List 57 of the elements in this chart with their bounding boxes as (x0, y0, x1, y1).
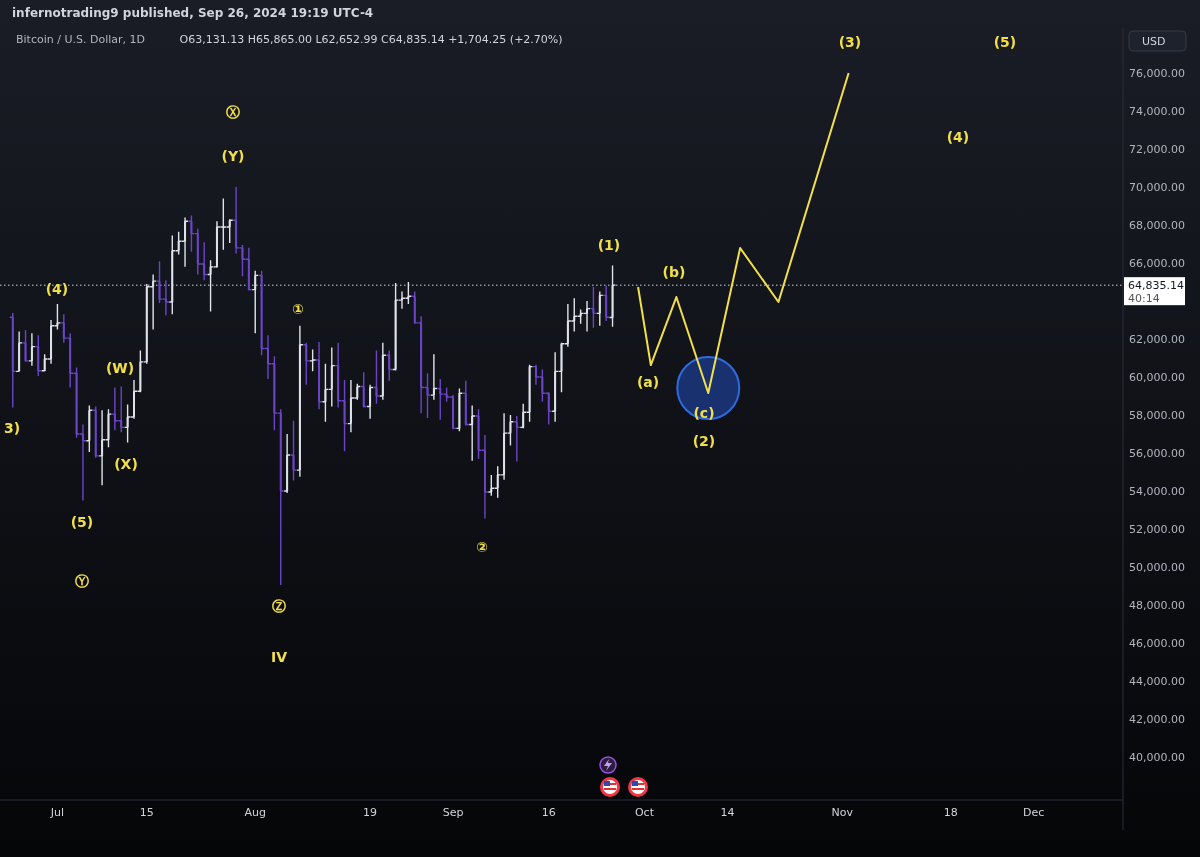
y-tick-label: 42,000.00 (1129, 712, 1185, 726)
y-tick-label: 56,000.00 (1129, 446, 1185, 460)
annotation: (5) (993, 33, 1017, 50)
y-tick-label: 46,000.00 (1129, 636, 1185, 650)
line-series (637, 72, 850, 394)
annotation: ② (476, 538, 488, 555)
annotation: Ⓧ (226, 103, 240, 120)
annotation: (4) (946, 128, 970, 145)
text: Bitcoin / U.S. Dollar, 1D (16, 33, 145, 46)
annotation: (W) (105, 359, 135, 376)
annotation: (Y) (221, 147, 245, 164)
y-tick-label: 66,000.00 (1129, 256, 1185, 270)
y-tick-label: 40,000.00 (1129, 750, 1185, 764)
text: O63,131.13 H65,865.00 L62,652.99 C64,835.14 +1,704.25 (+2.70%) (179, 33, 563, 46)
annotation: Ⓨ (75, 572, 89, 589)
candlestick (452, 394, 455, 430)
y-tick-label: 48,000.00 (1129, 598, 1185, 612)
annotation: (X) (114, 455, 138, 472)
annotation: Ⓩ (272, 597, 286, 614)
x-tick-label: 16 (541, 806, 556, 819)
annotation: (b) (662, 263, 686, 280)
y-tick-label: 76,000.00 (1129, 66, 1185, 80)
annotation: ① (292, 300, 304, 317)
x-tick-label: 18 (943, 806, 958, 819)
annotation: (2) (692, 432, 716, 449)
text: 40:14 (1128, 292, 1160, 306)
x-tick-label: 14 (720, 806, 735, 819)
y-tick-label: 52,000.00 (1129, 522, 1185, 536)
x-tick-label: Oct (634, 806, 655, 819)
annotation: IV (270, 648, 288, 665)
ref-line-label: 64,835.14 (1128, 279, 1184, 293)
y-tick-label: 54,000.00 (1129, 484, 1185, 498)
text: infernotrading9 published, Sep 26, 2024 19:19 UTC-4 (12, 6, 374, 20)
y-tick-label: 58,000.00 (1129, 408, 1185, 422)
y-tick-label: 44,000.00 (1129, 674, 1185, 688)
annotation: (3) (838, 33, 862, 50)
y-tick-label: 50,000.00 (1129, 560, 1185, 574)
y-axis-title: USD (1142, 35, 1166, 48)
y-tick-label: 62,000.00 (1129, 332, 1185, 346)
annotation: (c) (693, 404, 715, 421)
x-tick-label: Jul (49, 806, 65, 819)
x-tick-label: Aug (244, 806, 266, 819)
x-tick-label: 15 (139, 806, 154, 819)
y-tick-label: 68,000.00 (1129, 218, 1185, 232)
y-tick-label: 60,000.00 (1129, 370, 1185, 384)
x-tick-label: Sep (442, 806, 464, 819)
x-tick-label: 19 (363, 806, 378, 819)
annotation: (a) (636, 373, 660, 390)
y-tick-label: 72,000.00 (1129, 142, 1185, 156)
y-tick-label: 74,000.00 (1129, 104, 1185, 118)
annotation: (1) (597, 236, 621, 253)
y-tick-label: 70,000.00 (1129, 180, 1185, 194)
annotation: 3) (3, 419, 21, 436)
annotation: (4) (45, 280, 69, 297)
x-tick-label: Nov (831, 806, 854, 819)
x-tick-label: Dec (1023, 806, 1045, 819)
annotation: (5) (70, 513, 94, 530)
